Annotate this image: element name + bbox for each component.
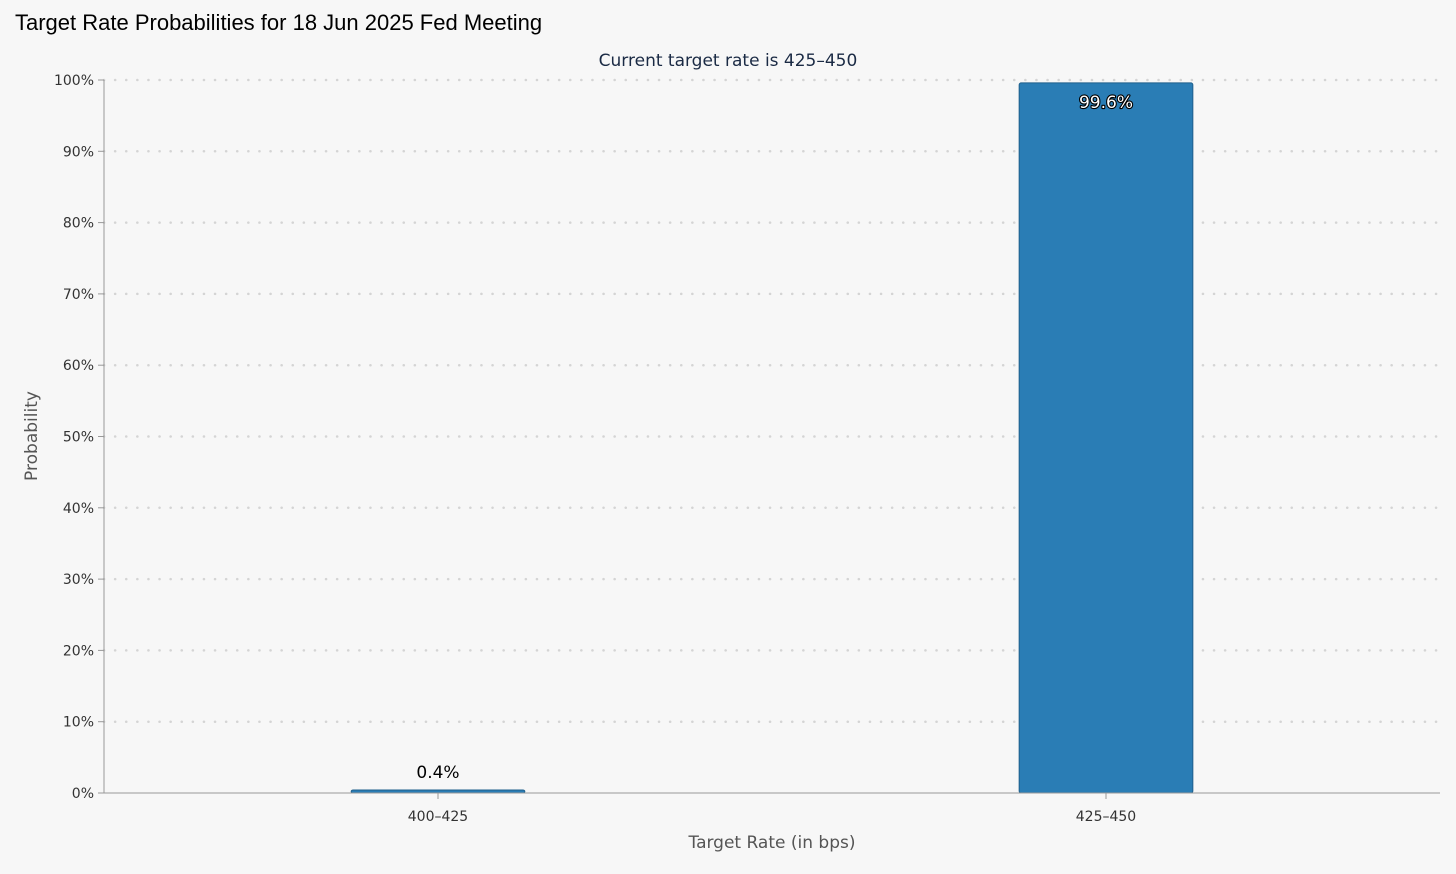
y-tick-label: 30% <box>63 572 94 588</box>
data-label: 0.4% <box>416 763 459 783</box>
x-tick-label: 425–450 <box>1076 809 1136 825</box>
y-axis-ticks: 0% 10% 20% 30% 40% 50% 60% 70% 80% 90% 100% <box>54 73 104 802</box>
y-tick-label: 40% <box>63 501 94 517</box>
y-tick-label: 60% <box>63 358 94 374</box>
x-axis-ticks: 400–425 425–450 <box>408 793 1136 825</box>
chart-subtitle: Current target rate is 425–450 <box>599 51 858 71</box>
bars <box>350 82 1194 794</box>
y-tick-label: 0% <box>72 786 94 802</box>
data-label: 99.6% <box>1079 93 1133 113</box>
y-axis-label: Probability <box>22 391 42 481</box>
y-tick-label: 10% <box>63 715 94 731</box>
x-tick-label: 400–425 <box>408 809 468 825</box>
y-tick-label: 100% <box>54 73 94 89</box>
y-tick-label: 70% <box>63 287 94 303</box>
y-tick-label: 90% <box>63 144 94 160</box>
chart-title: Target Rate Probabilities for 18 Jun 202… <box>15 10 543 35</box>
grid-lines <box>102 78 1442 723</box>
y-tick-label: 80% <box>63 216 94 232</box>
x-axis-label: Target Rate (in bps) <box>688 833 856 853</box>
y-tick-label: 20% <box>63 643 94 659</box>
y-tick-label: 50% <box>63 430 94 446</box>
data-labels: 0.4% 99.6% <box>416 92 1134 783</box>
bar-1 <box>1018 82 1194 794</box>
